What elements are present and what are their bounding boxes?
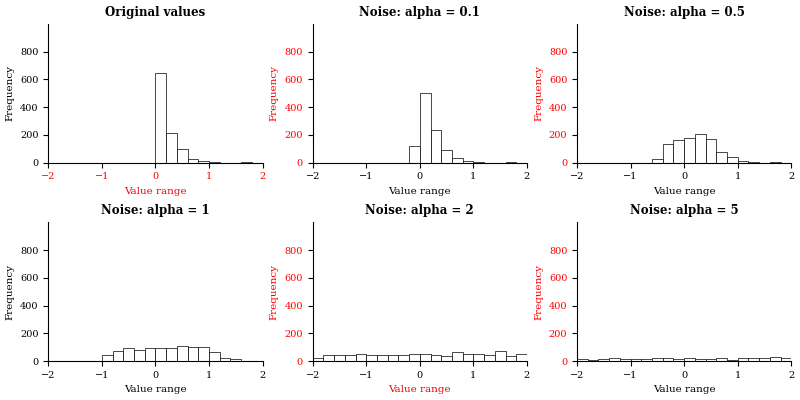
- Bar: [220, 358, 230, 361]
- Bar: [452, 352, 462, 361]
- Bar: [123, 348, 134, 361]
- Bar: [630, 359, 642, 361]
- Bar: [674, 359, 684, 361]
- X-axis label: Value range: Value range: [124, 386, 186, 394]
- Bar: [198, 161, 209, 162]
- Bar: [588, 360, 598, 361]
- Y-axis label: Frequency: Frequency: [6, 264, 14, 320]
- Bar: [420, 354, 430, 361]
- X-axis label: Value range: Value range: [653, 386, 715, 394]
- Y-axis label: Frequency: Frequency: [534, 264, 543, 320]
- Title: Noise: alpha = 2: Noise: alpha = 2: [366, 204, 474, 217]
- X-axis label: Value range: Value range: [124, 187, 186, 196]
- Title: Original values: Original values: [106, 6, 206, 18]
- Bar: [620, 359, 630, 361]
- Bar: [749, 358, 759, 361]
- Bar: [598, 358, 609, 361]
- Bar: [674, 140, 684, 162]
- Bar: [484, 354, 495, 361]
- Bar: [166, 134, 177, 162]
- Bar: [398, 355, 409, 361]
- Bar: [145, 348, 155, 361]
- Title: Noise: alpha = 1: Noise: alpha = 1: [101, 204, 210, 217]
- Title: Noise: alpha = 0.5: Noise: alpha = 0.5: [624, 6, 745, 18]
- Bar: [188, 159, 198, 162]
- Bar: [230, 359, 241, 361]
- Bar: [134, 350, 145, 361]
- Bar: [759, 358, 770, 361]
- Bar: [177, 346, 188, 361]
- Bar: [188, 347, 198, 361]
- Bar: [495, 351, 506, 361]
- Y-axis label: Frequency: Frequency: [270, 264, 279, 320]
- Bar: [313, 358, 323, 361]
- Bar: [155, 73, 166, 162]
- Bar: [388, 356, 398, 361]
- Bar: [462, 161, 474, 162]
- Bar: [706, 359, 716, 361]
- Bar: [770, 357, 781, 361]
- Bar: [452, 158, 462, 162]
- Bar: [442, 150, 452, 162]
- Bar: [409, 146, 420, 162]
- Bar: [409, 354, 420, 361]
- Bar: [209, 352, 220, 361]
- Y-axis label: Frequency: Frequency: [6, 65, 14, 121]
- Bar: [781, 358, 791, 361]
- Bar: [652, 358, 662, 361]
- Title: Noise: alpha = 5: Noise: alpha = 5: [630, 204, 738, 217]
- Bar: [716, 152, 727, 162]
- Bar: [706, 139, 716, 162]
- Bar: [345, 355, 355, 361]
- Bar: [420, 93, 430, 162]
- Y-axis label: Frequency: Frequency: [534, 65, 543, 121]
- Bar: [642, 359, 652, 361]
- Bar: [366, 355, 377, 361]
- Bar: [738, 161, 749, 162]
- Bar: [323, 355, 334, 361]
- Bar: [727, 157, 738, 162]
- Bar: [695, 134, 706, 162]
- Bar: [355, 354, 366, 361]
- Bar: [177, 149, 188, 162]
- Title: Noise: alpha = 0.1: Noise: alpha = 0.1: [359, 6, 480, 18]
- Bar: [462, 354, 474, 361]
- X-axis label: Value range: Value range: [389, 187, 451, 196]
- Bar: [430, 130, 442, 162]
- Bar: [684, 358, 695, 361]
- Bar: [577, 358, 588, 361]
- Bar: [430, 355, 442, 361]
- Bar: [506, 356, 516, 361]
- Y-axis label: Frequency: Frequency: [270, 65, 279, 121]
- Bar: [198, 347, 209, 361]
- Bar: [516, 354, 527, 361]
- Bar: [652, 159, 662, 162]
- Bar: [102, 355, 113, 361]
- Bar: [662, 144, 674, 162]
- Bar: [155, 348, 166, 361]
- Bar: [695, 359, 706, 361]
- Bar: [377, 355, 388, 361]
- Bar: [166, 348, 177, 361]
- Bar: [609, 358, 620, 361]
- Bar: [113, 351, 123, 361]
- Bar: [474, 354, 484, 361]
- Bar: [684, 138, 695, 162]
- Bar: [738, 358, 749, 361]
- Bar: [727, 360, 738, 361]
- X-axis label: Value range: Value range: [653, 187, 715, 196]
- Bar: [662, 358, 674, 361]
- Bar: [334, 355, 345, 361]
- Bar: [716, 358, 727, 361]
- X-axis label: Value range: Value range: [389, 386, 451, 394]
- Bar: [442, 356, 452, 361]
